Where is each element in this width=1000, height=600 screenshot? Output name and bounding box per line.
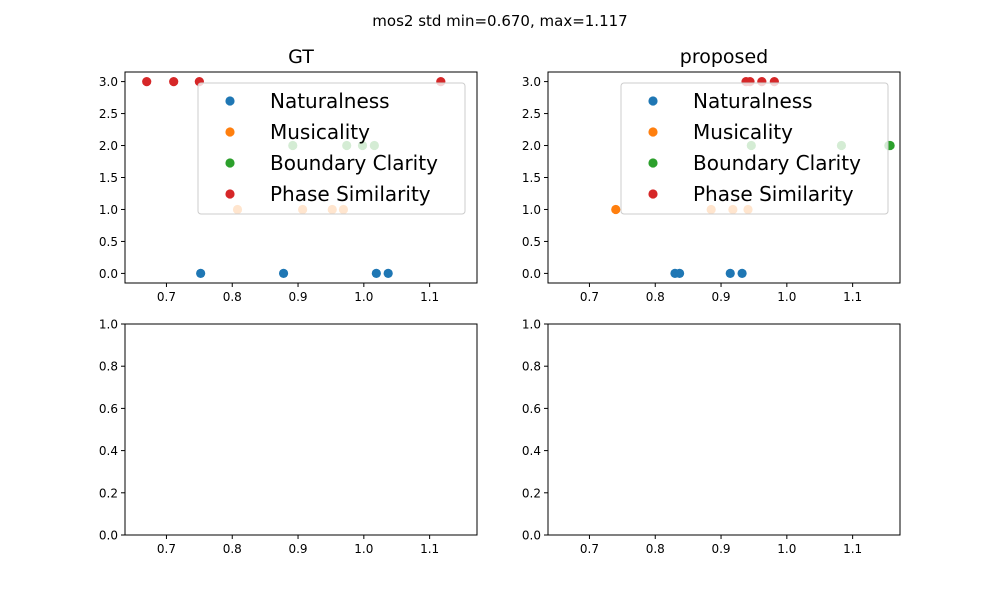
y-tick-label: 0.0 bbox=[99, 529, 118, 543]
legend-label-phase-similarity: Phase Similarity bbox=[270, 182, 431, 206]
point-phase-similarity bbox=[142, 76, 152, 87]
x-tick-label: 1.0 bbox=[777, 290, 796, 304]
y-tick-label: 1.0 bbox=[522, 318, 541, 332]
y-tick-label: 0.4 bbox=[99, 444, 118, 458]
y-tick-label: 0.0 bbox=[522, 529, 541, 543]
legend-marker-phase-similarity bbox=[225, 189, 235, 199]
y-tick-label: 3.0 bbox=[99, 75, 118, 89]
x-tick-label: 0.8 bbox=[646, 542, 665, 556]
y-tick-label: 2.5 bbox=[99, 107, 118, 121]
axes-frame-empty-left bbox=[124, 323, 478, 536]
y-tick-label: 0.5 bbox=[522, 235, 541, 249]
y-tick-label: 2.0 bbox=[99, 139, 118, 153]
legend-label-boundary-clarity: Boundary Clarity bbox=[693, 151, 861, 175]
point-naturalness bbox=[725, 268, 735, 279]
y-tick-label: 1.5 bbox=[99, 171, 118, 185]
x-tick-label: 1.1 bbox=[420, 290, 439, 304]
x-tick-label: 1.0 bbox=[354, 290, 373, 304]
y-tick-label: 1.0 bbox=[99, 203, 118, 217]
point-naturalness bbox=[371, 268, 381, 279]
x-tick-label: 1.0 bbox=[777, 542, 796, 556]
x-tick-label: 1.0 bbox=[354, 542, 373, 556]
point-naturalness bbox=[278, 268, 289, 279]
y-tick-label: 3.0 bbox=[522, 75, 541, 89]
panel-empty-right: 0.7 0.8 0.9 1.0 1.1 0.0 0.2 0.4 0.6 0.8 1.0 bbox=[522, 318, 901, 556]
legend-marker-boundary-clarity bbox=[225, 158, 235, 168]
legend-label-naturalness: Naturalness bbox=[270, 89, 390, 113]
legend-label-naturalness: Naturalness bbox=[693, 89, 813, 113]
y-tick-label: 0.0 bbox=[99, 267, 118, 281]
panel-title-gt: GT bbox=[288, 46, 314, 68]
x-tick-label: 0.8 bbox=[223, 542, 242, 556]
y-tick-label: 2.0 bbox=[522, 139, 541, 153]
legend-marker-naturalness bbox=[225, 96, 235, 106]
legend-marker-musicality bbox=[648, 127, 658, 137]
x-tick-label: 0.9 bbox=[288, 542, 307, 556]
y-tick-label: 2.5 bbox=[522, 107, 541, 121]
x-tick-label: 0.8 bbox=[646, 290, 665, 304]
legend-proposed: Naturalness Musicality Boundary Clarity Pha… bbox=[620, 82, 889, 215]
point-naturalness bbox=[674, 268, 685, 279]
x-tick-label: 0.9 bbox=[711, 290, 730, 304]
figure-suptitle: mos2 std min=0.670, max=1.117 bbox=[372, 12, 627, 30]
x-tick-label: 0.7 bbox=[157, 290, 176, 304]
legend-label-musicality: Musicality bbox=[270, 120, 370, 144]
panel-empty-left: 0.7 0.8 0.9 1.0 1.1 0.0 0.2 0.4 0.6 0.8 1.0 bbox=[99, 318, 478, 556]
legend-marker-naturalness bbox=[648, 96, 658, 106]
legend-label-phase-similarity: Phase Similarity bbox=[693, 182, 854, 206]
x-tick-label: 1.1 bbox=[420, 542, 439, 556]
y-tick-label: 0.2 bbox=[522, 486, 541, 500]
x-tick-label: 0.7 bbox=[580, 542, 599, 556]
y-tick-label: 0.8 bbox=[99, 360, 118, 374]
point-naturalness bbox=[737, 268, 747, 279]
point-naturalness bbox=[383, 268, 393, 279]
y-tick-label: 0.8 bbox=[522, 360, 541, 374]
x-tick-label: 1.1 bbox=[843, 542, 862, 556]
y-tick-label: 0.5 bbox=[99, 235, 118, 249]
legend-marker-boundary-clarity bbox=[648, 158, 658, 168]
legend-label-boundary-clarity: Boundary Clarity bbox=[270, 151, 438, 175]
x-tick-label: 1.1 bbox=[843, 290, 862, 304]
axes-frame-empty-right bbox=[547, 323, 901, 536]
legend-label-musicality: Musicality bbox=[693, 120, 793, 144]
x-tick-label: 0.7 bbox=[157, 542, 176, 556]
x-tick-label: 0.9 bbox=[288, 290, 307, 304]
y-tick-label: 0.6 bbox=[522, 402, 541, 416]
legend-box bbox=[197, 82, 466, 215]
panel-gt: GT 0.7 0.8 0.9 1.0 1.1 0.0 0.5 1.0 1.5 2.0 2.5 3.0 Na… bbox=[99, 46, 478, 304]
y-tick-label: 0.0 bbox=[522, 267, 541, 281]
point-musicality bbox=[611, 204, 621, 215]
x-tick-label: 0.8 bbox=[223, 290, 242, 304]
legend-marker-musicality bbox=[225, 127, 235, 137]
legend-box bbox=[620, 82, 889, 215]
panel-proposed: proposed 0.7 0.8 0.9 1.0 1.1 0.0 0.5 1.0 1.5 2.0 2.… bbox=[522, 46, 901, 304]
point-naturalness bbox=[196, 268, 206, 279]
y-tick-label: 1.0 bbox=[522, 203, 541, 217]
x-tick-label: 0.9 bbox=[711, 542, 730, 556]
x-tick-label: 0.7 bbox=[580, 290, 599, 304]
legend-marker-phase-similarity bbox=[648, 189, 658, 199]
panel-title-proposed: proposed bbox=[680, 46, 768, 68]
point-phase-similarity bbox=[169, 76, 179, 87]
legend-gt: Naturalness Musicality Boundary Clarity Pha… bbox=[197, 82, 466, 215]
y-tick-label: 0.4 bbox=[522, 444, 541, 458]
y-tick-label: 0.2 bbox=[99, 486, 118, 500]
y-tick-label: 0.6 bbox=[99, 402, 118, 416]
y-tick-label: 1.5 bbox=[522, 171, 541, 185]
y-tick-label: 1.0 bbox=[99, 318, 118, 332]
